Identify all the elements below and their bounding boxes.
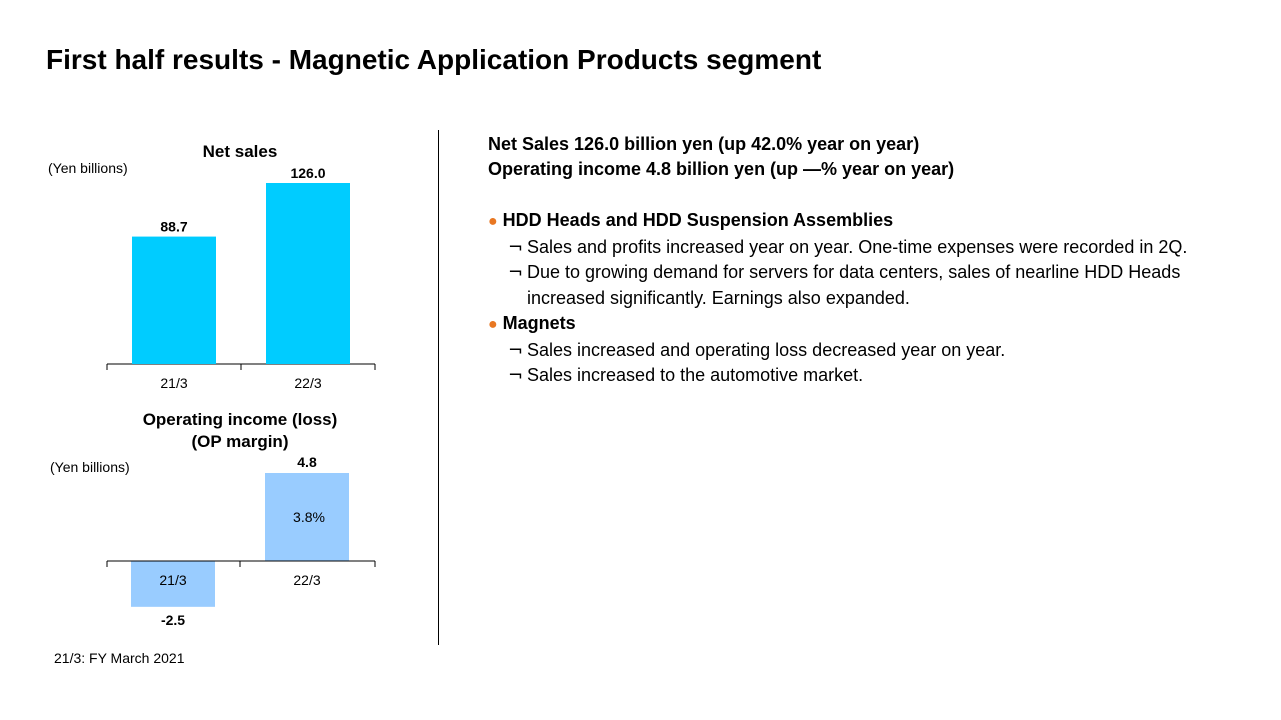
x-tick-label: 22/3 [294,375,321,391]
bar-21-3 [132,236,216,364]
orange-bullet-icon: ● [488,316,498,333]
data-label: 4.8 [297,454,317,470]
op-income-chart-title: Operating income (loss) (OP margin) [110,409,370,453]
op-income-title-line2: (OP margin) [191,432,289,451]
not-sign-icon: ¬ [508,339,524,361]
list-item: ¬ Sales increased and operating loss dec… [488,338,1188,364]
data-label: 88.7 [160,219,187,235]
section-magnets-heading-text: Magnets [502,313,576,333]
list-item-text: Due to growing demand for servers for da… [527,262,1181,308]
margin-label: 3.8% [293,509,325,525]
x-tick-label: 22/3 [293,572,320,588]
list-item-text: Sales and profits increased year on year… [527,236,1188,257]
not-sign-icon: ¬ [508,365,524,386]
bar-21-3 [131,561,215,607]
list-item: ¬ Sales and profits increased year on ye… [488,235,1188,261]
section-hdd-heading-text: HDD Heads and HDD Suspension Assemblies [502,210,894,230]
data-label: -2.5 [161,612,185,628]
page-title: First half results - Magnetic Applicatio… [46,44,822,75]
summary-operating-income: Operating income 4.8 billion yen (up —% … [488,159,955,179]
summary-net-sales: Net Sales 126.0 billion yen (up 42.0% ye… [488,134,920,154]
list-item-text: Sales increased to the automotive market… [527,365,864,385]
list-item: ¬ Sales increased to the automotive mark… [488,363,1188,389]
vertical-divider [438,130,439,645]
net-sales-unit-label: (Yen billions) [48,160,128,176]
op-income-title-line1: Operating income (loss) [142,410,338,429]
not-sign-icon: ¬ [508,262,524,283]
bar-22-3 [265,473,349,561]
bar-22-3 [266,183,350,364]
section-magnets-heading: ● Magnets [488,311,1188,338]
list-item-text: Sales increased and operating loss decre… [527,339,1006,360]
not-sign-icon: ¬ [508,236,524,258]
section-hdd-heading: ● HDD Heads and HDD Suspension Assemblies [488,208,1188,235]
net-sales-chart-title: Net sales [202,142,278,161]
summary-block: Net Sales 126.0 billion yen (up 42.0% ye… [488,132,954,182]
footnote: 21/3: FY March 2021 [54,650,185,666]
bullet-list: ● HDD Heads and HDD Suspension Assemblies… [488,208,1188,389]
orange-bullet-icon: ● [488,213,498,230]
data-label: 126.0 [290,165,325,181]
op-income-unit-label: (Yen billions) [50,459,130,475]
x-tick-label: 21/3 [159,572,186,588]
x-tick-label: 21/3 [160,375,187,391]
list-item: ¬ Due to growing demand for servers for … [488,260,1188,311]
